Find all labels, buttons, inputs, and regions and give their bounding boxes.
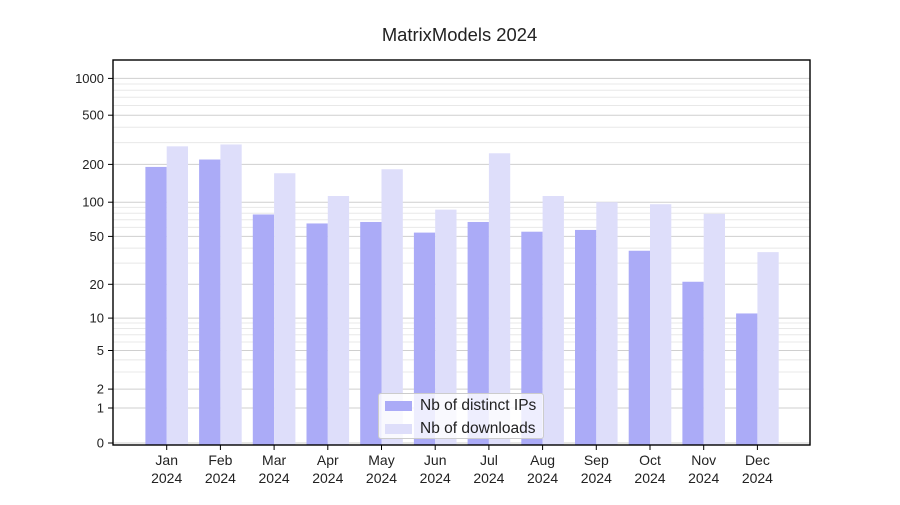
svg-text:Oct: Oct <box>639 452 661 468</box>
svg-text:10: 10 <box>90 311 104 326</box>
svg-text:2024: 2024 <box>259 470 290 486</box>
svg-text:2024: 2024 <box>527 470 558 486</box>
svg-text:Jan: Jan <box>155 452 178 468</box>
svg-text:Apr: Apr <box>317 452 339 468</box>
svg-text:Nov: Nov <box>691 452 716 468</box>
svg-text:1: 1 <box>97 401 104 416</box>
svg-text:Aug: Aug <box>530 452 555 468</box>
svg-text:200: 200 <box>82 157 104 172</box>
svg-text:2024: 2024 <box>688 470 719 486</box>
svg-text:Dec: Dec <box>745 452 770 468</box>
svg-text:2024: 2024 <box>581 470 612 486</box>
svg-text:Mar: Mar <box>262 452 286 468</box>
svg-text:100: 100 <box>82 195 104 210</box>
svg-text:500: 500 <box>82 108 104 123</box>
svg-text:Sep: Sep <box>584 452 609 468</box>
svg-text:Jul: Jul <box>480 452 498 468</box>
svg-text:20: 20 <box>90 277 104 292</box>
svg-text:2024: 2024 <box>473 470 504 486</box>
svg-text:Feb: Feb <box>208 452 232 468</box>
svg-text:2024: 2024 <box>742 470 773 486</box>
svg-text:2024: 2024 <box>151 470 182 486</box>
svg-text:50: 50 <box>90 229 104 244</box>
svg-text:0: 0 <box>97 436 104 451</box>
svg-text:2024: 2024 <box>366 470 397 486</box>
svg-text:Jun: Jun <box>424 452 447 468</box>
svg-text:MatrixModels 2024: MatrixModels 2024 <box>382 24 537 45</box>
svg-text:2024: 2024 <box>312 470 343 486</box>
svg-text:1000: 1000 <box>75 71 104 86</box>
svg-text:2024: 2024 <box>634 470 665 486</box>
svg-text:2024: 2024 <box>205 470 236 486</box>
svg-text:5: 5 <box>97 343 104 358</box>
svg-text:2: 2 <box>97 382 104 397</box>
svg-text:2024: 2024 <box>420 470 451 486</box>
svg-text:May: May <box>368 452 394 468</box>
